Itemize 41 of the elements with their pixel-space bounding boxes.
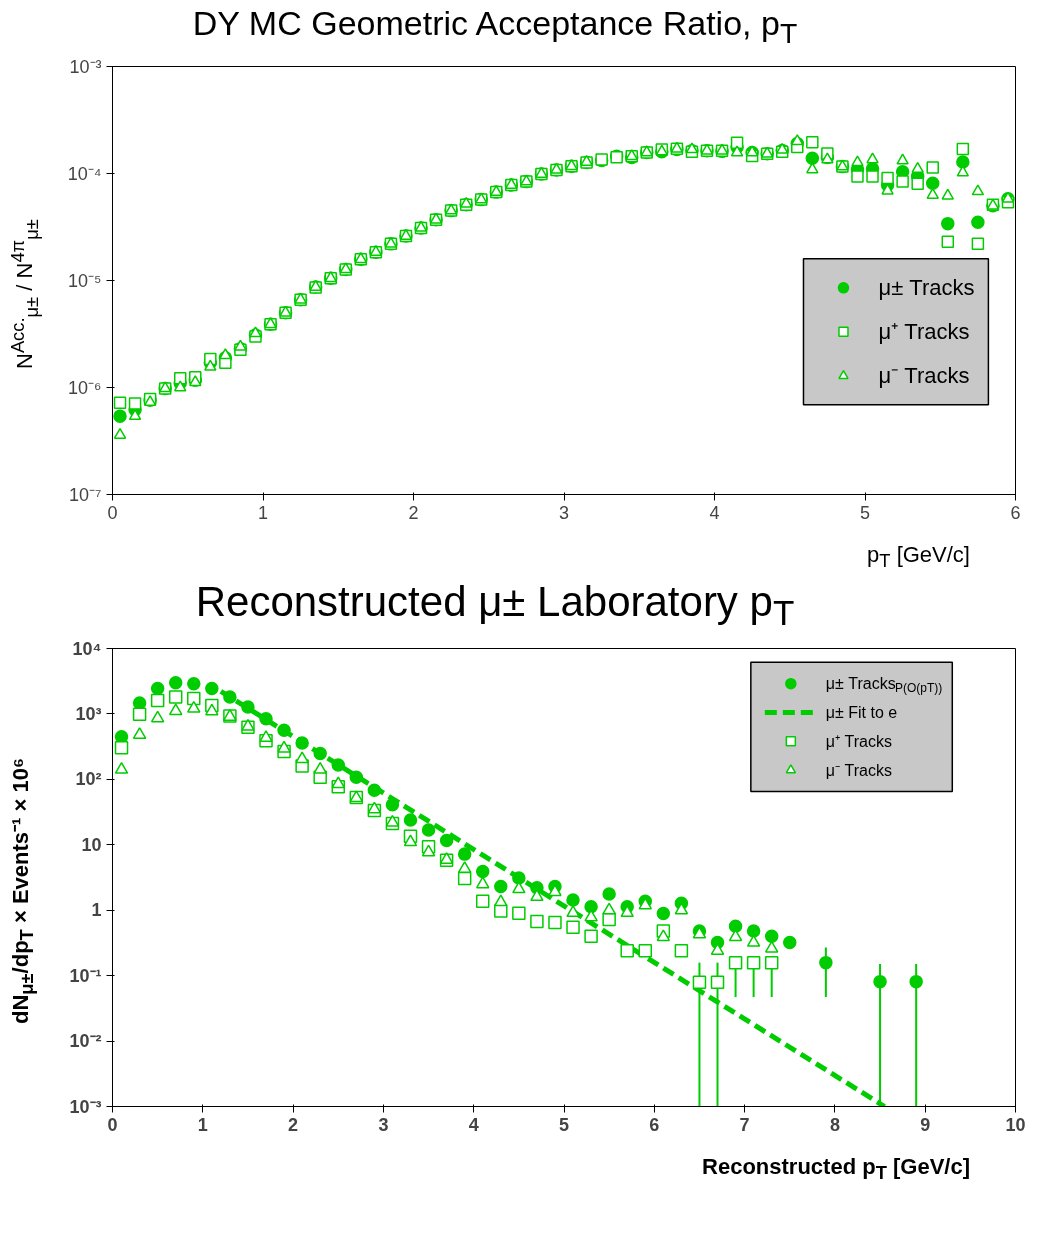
- x-tick-label: 3: [558, 502, 570, 523]
- x-axis-title: Reconstructed p$_{T}$ [GeV/c]: [701, 1153, 970, 1186]
- y-tick-label: 10⁻³: [69, 1096, 102, 1117]
- legend-label: μ⁺ Tracks: [825, 732, 892, 750]
- chart-title: DY MC Geometric Acceptance Ratio, p$_{T}$: [191, 4, 799, 49]
- y-tick-label: 10⁻²: [69, 1031, 102, 1052]
- y-tick-label: 10⁴: [72, 638, 102, 659]
- x-tick-label: 2: [288, 1114, 299, 1135]
- y-tick-label: 10⁻⁴: [67, 163, 102, 184]
- x-tick-label: 0: [107, 502, 118, 523]
- y-tick-label: 10⁻¹: [69, 965, 102, 986]
- legend-label: μ± Tracks: [878, 275, 975, 301]
- x-tick-label: 10: [1005, 1114, 1026, 1135]
- x-tick-label: 0: [107, 1114, 118, 1135]
- x-axis-title: p$_{T}$ [GeV/c]: [866, 541, 970, 574]
- legend-label: μ± Fit to e: [825, 703, 898, 721]
- legend-label: μ⁻ Tracks: [825, 761, 892, 779]
- x-tick-label: 1: [257, 502, 269, 523]
- chart-title: Reconstructed μ± Laboratory p$_{T}$: [194, 578, 796, 633]
- x-tick-label: 5: [859, 502, 871, 523]
- y-tick-label: 10⁻³: [69, 56, 102, 77]
- legend-label: μ⁻ Tracks: [878, 363, 970, 389]
- y-tick-label: 10⁻⁵: [68, 270, 102, 291]
- y-tick-label: 10: [81, 834, 102, 855]
- x-tick-label: 4: [468, 1114, 479, 1135]
- x-tick-label: 1: [197, 1114, 208, 1135]
- y-tick-label: 10⁻⁶: [68, 377, 102, 398]
- y-tick-label: 10⁻⁷: [68, 484, 102, 505]
- x-tick-label: 5: [558, 1114, 570, 1135]
- x-tick-label: 3: [378, 1114, 389, 1135]
- legend-label: μ⁺ Tracks: [878, 319, 970, 345]
- y-tick-label: 10³: [75, 703, 102, 724]
- x-tick-label: 9: [920, 1114, 931, 1135]
- x-tick-label: 8: [829, 1114, 840, 1135]
- x-tick-label: 6: [649, 1114, 660, 1135]
- x-tick-label: 6: [1010, 502, 1021, 523]
- x-tick-label: 2: [408, 502, 419, 523]
- x-tick-label: 4: [709, 502, 720, 523]
- y-tick-label: 10²: [75, 769, 102, 790]
- y-tick-label: 1: [91, 900, 102, 921]
- x-tick-label: 7: [739, 1114, 750, 1135]
